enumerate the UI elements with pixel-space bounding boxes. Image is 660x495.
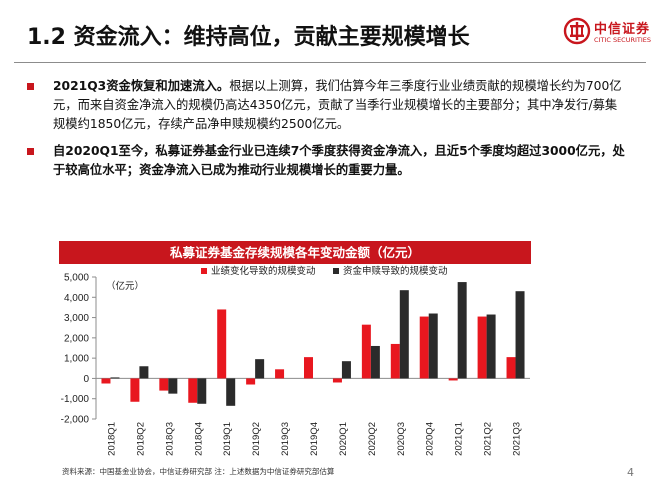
legend-swatch-1 [201,268,207,274]
bar-performance-2021Q2 [477,316,487,379]
chart-title: 私募证券基金存续规模各年变动金额（亿元） [59,241,531,264]
bar-flow-2019Q1 [226,378,236,406]
y-tick-label: 0 [83,374,89,385]
bar-performance-2020Q1 [332,378,342,383]
page-title: 1.2 资金流入：维持高位，贡献主要规模增长 [27,25,470,50]
x-tick-label: 2019Q4 [309,422,320,456]
x-tick-label: 2019Q2 [251,422,262,456]
bar-performance-2019Q1 [217,309,227,379]
legend-label-1: 业绩变化导致的规模变动 [211,265,316,277]
x-tick-label: 2018Q4 [193,422,204,456]
bar-flow-2021Q1 [457,282,467,379]
y-tick-label: -2,000 [61,415,90,426]
bar-flow-2018Q3 [168,378,178,394]
bar-performance-2020Q2 [361,324,371,379]
logo-cn-text: 中信证券 [594,22,651,37]
x-tick-label: 2018Q2 [135,422,146,456]
bullet-list: 2021Q3资金恢复和加速流入。根据以上测算，我们估算今年三季度行业业绩贡献的规… [27,77,627,188]
bar-flow-2020Q4 [428,313,438,379]
bullet-body: 根据以上测算，我们估算今年三季度行业业绩贡献的规模增长约为700亿元，而来自资金… [53,79,622,131]
x-tick-label: 2018Q3 [164,422,175,456]
bar-performance-2019Q2 [246,378,256,385]
bar-performance-2018Q2 [130,378,140,402]
bar-performance-2018Q4 [188,378,198,403]
bar-performance-2019Q3 [275,369,285,379]
x-tick-label: 2021Q2 [483,422,494,456]
bullet-square-icon [27,83,34,90]
bar-performance-2020Q3 [390,343,400,379]
header-divider [14,62,646,63]
x-tick-label: 2020Q3 [396,422,407,456]
logo-en-text: CITIC SECURITIES [594,36,652,44]
x-tick-label: 2020Q1 [338,422,349,456]
slide-header: 1.2 资金流入：维持高位，贡献主要规模增长 中信证券 CITIC SECURI… [0,0,660,64]
y-axis-unit-label: （亿元） [106,280,144,292]
bar-flow-2020Q1 [341,361,351,379]
bar-performance-2019Q4 [304,357,313,379]
x-tick-label: 2021Q1 [454,422,465,456]
y-tick-label: 1,000 [64,354,89,365]
bar-performance-2020Q4 [419,316,429,379]
bar-flow-2021Q3 [515,291,525,379]
x-tick-label: 2019Q1 [222,422,233,456]
x-tick-label: 2020Q2 [367,422,378,456]
bullet-square-icon [27,148,34,155]
x-tick-label: 2018Q1 [106,422,117,456]
citic-logo-icon [563,17,591,45]
bar-chart: -2,000 -1,000 0 1,000 2,000 3,000 4,000 5,000 （亿… [61,265,530,456]
y-tick-label: 2,000 [64,333,89,344]
x-tick-label: 2021Q3 [512,422,523,456]
source-note: 资料来源：中国基金业协会，中信证券研究部 注：上述数据为中信证券研究部估算 [62,467,335,476]
citic-logo: 中信证券 CITIC SECURITIES [563,16,655,50]
bar-performance-2021Q3 [506,357,516,379]
bar-flow-2019Q2 [255,359,265,379]
bullet-lead: 2021Q3资金恢复和加速流入。 [53,79,230,93]
x-tick-label: 2019Q3 [280,422,291,456]
bullet-lead: 自2020Q1至今，私募证券基金行业已连续7个季度获得资金净流入，且近5个季度均… [53,144,625,177]
bar-flow-2020Q2 [370,345,380,379]
y-tick-label: 3,000 [64,313,89,324]
bar-performance-2021Q1 [448,378,458,381]
bar-performance-2018Q3 [159,378,169,391]
legend-swatch-2 [333,268,339,274]
bar-performance-2018Q1 [101,378,111,384]
bullet-item-2: 自2020Q1至今，私募证券基金行业已连续7个季度获得资金净流入，且近5个季度均… [27,142,627,180]
y-tick-label: 4,000 [64,293,89,304]
y-tick-label: -1,000 [61,394,90,405]
bar-flow-2021Q2 [486,314,496,379]
legend-label-2: 资金申赎导致的规模变动 [343,265,448,277]
bar-flow-2018Q1 [110,377,120,379]
bar-flow-2018Q4 [197,378,207,404]
page-number: 4 [627,466,634,479]
bar-flow-2020Q3 [399,290,409,379]
bullet-item-1: 2021Q3资金恢复和加速流入。根据以上测算，我们估算今年三季度行业业绩贡献的规… [27,77,627,134]
bar-flow-2018Q2 [139,366,149,379]
y-tick-label: 5,000 [64,273,89,284]
x-tick-label: 2020Q4 [425,422,436,456]
